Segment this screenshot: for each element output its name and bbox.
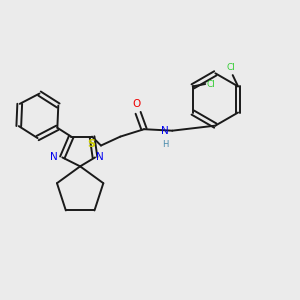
Text: Cl: Cl (207, 80, 216, 88)
Text: Cl: Cl (227, 62, 236, 71)
Text: N: N (50, 152, 58, 162)
Text: H: H (162, 140, 169, 148)
Text: O: O (133, 99, 141, 109)
Text: S: S (88, 139, 96, 149)
Text: N: N (161, 126, 169, 136)
Text: N: N (97, 152, 104, 162)
